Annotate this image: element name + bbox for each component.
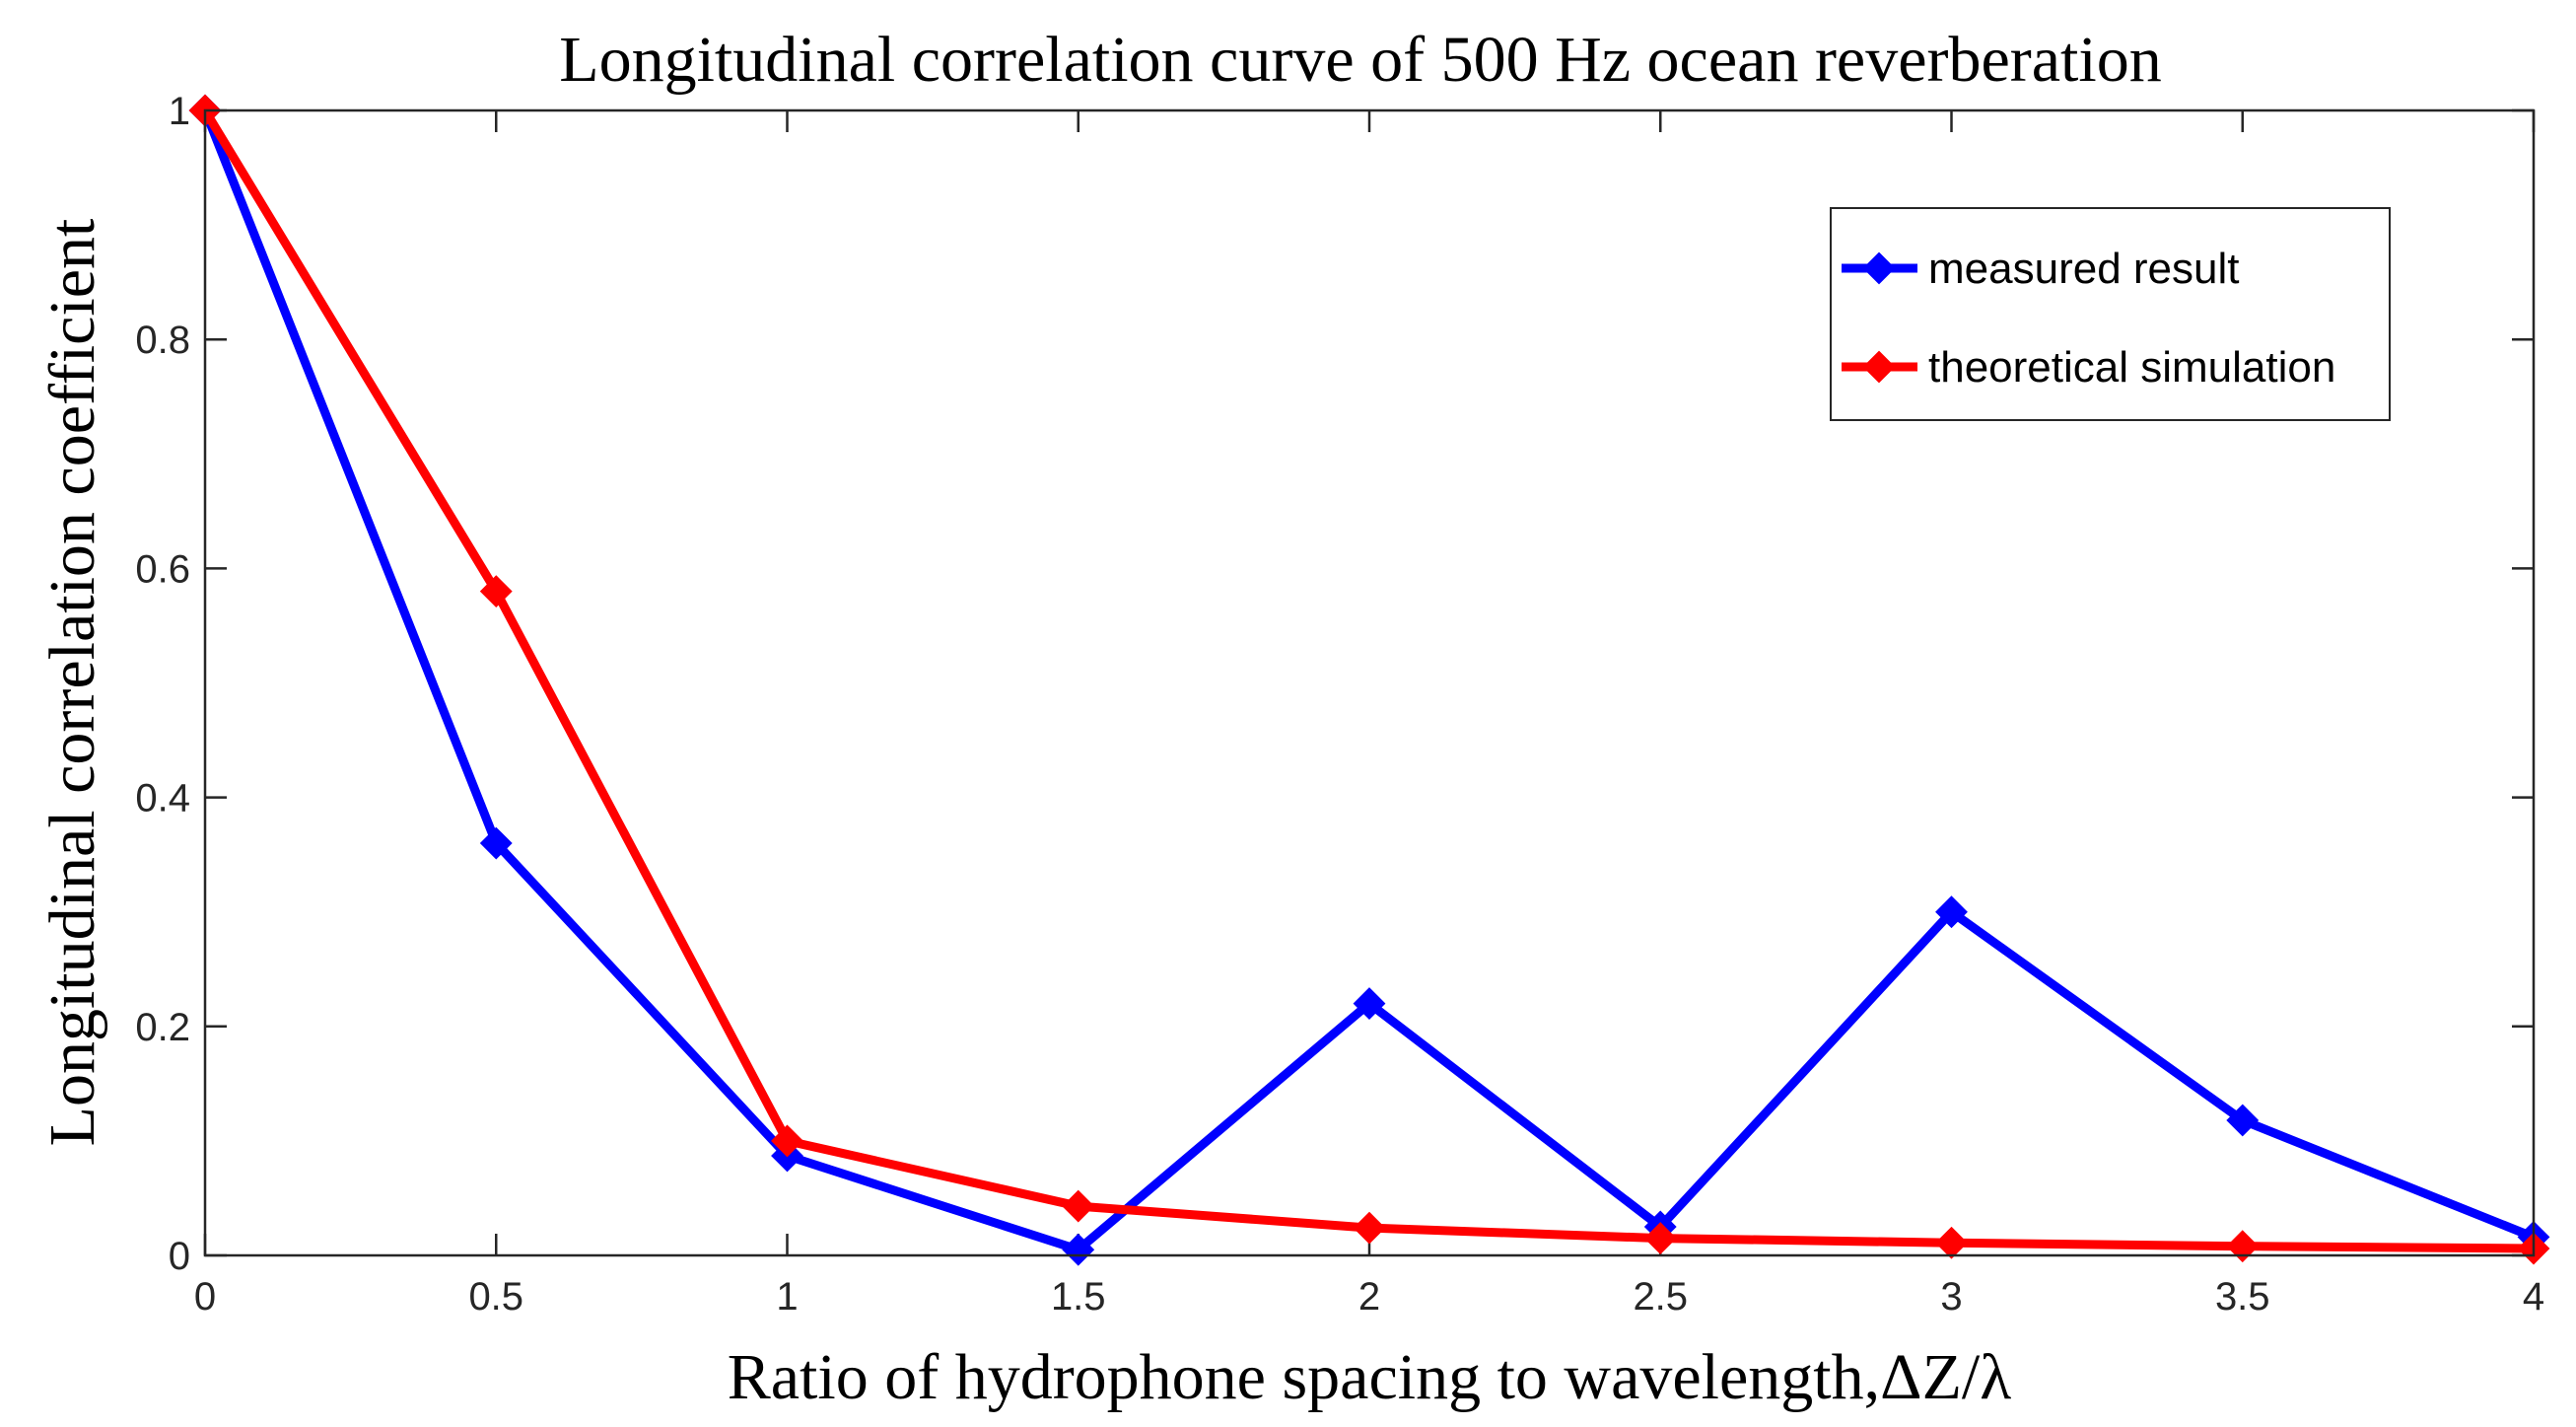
data-point-measured-result [1353, 987, 1386, 1020]
data-point-measured-result [479, 826, 513, 860]
legend: measured result theoretical simulation [1830, 207, 2391, 421]
x-tick-label: 3 [1940, 1275, 1962, 1319]
legend-marker-theoretical-simulation [1862, 350, 1896, 384]
x-tick-label: 0.5 [468, 1275, 523, 1319]
x-tick-label: 1.5 [1051, 1275, 1106, 1319]
x-axis-label: Ratio of hydrophone spacing to wavelengt… [728, 1341, 2012, 1413]
x-tick-label: 2.5 [1633, 1275, 1688, 1319]
data-point-theoretical-simulation [1643, 1222, 1677, 1254]
data-point-measured-result [1062, 1233, 1095, 1266]
y-tick-label: 0.2 [135, 1006, 190, 1049]
legend-label-theoretical-simulation: theoretical simulation [1928, 343, 2335, 392]
y-axis-label: Longitudinal correlation coefficient [36, 219, 108, 1147]
y-tick-label: 0.4 [135, 777, 190, 821]
x-tick-label: 2 [1358, 1275, 1380, 1319]
x-axis-ticks: 0 0.5 1 1.5 2 2.5 3 3.5 4 [194, 110, 2544, 1319]
data-point-theoretical-simulation [771, 1124, 803, 1158]
data-point-theoretical-simulation [1353, 1211, 1386, 1245]
data-point-theoretical-simulation [479, 575, 513, 608]
data-point-theoretical-simulation [2226, 1230, 2260, 1263]
legend-entries: measured result theoretical simulation [1842, 245, 2335, 392]
y-tick-label: 0.6 [135, 547, 190, 591]
y-tick-label: 0 [169, 1235, 190, 1278]
data-point-theoretical-simulation [1935, 1226, 1968, 1259]
legend-marker-measured-result [1862, 251, 1896, 285]
legend-label-measured-result: measured result [1928, 245, 2239, 293]
data-point-measured-result [2226, 1104, 2260, 1137]
y-tick-label: 1 [169, 90, 190, 133]
x-tick-label: 3.5 [2215, 1275, 2270, 1319]
plot-area-frame [203, 108, 2536, 1257]
y-axis-ticks: 0 0.2 0.4 0.6 0.8 1 [135, 90, 2534, 1278]
data-point-theoretical-simulation [1062, 1189, 1095, 1223]
x-tick-label: 1 [776, 1275, 798, 1319]
x-tick-label: 0 [194, 1275, 216, 1319]
y-tick-label: 0.8 [135, 319, 190, 362]
chart-title: Longitudinal correlation curve of 500 Hz… [559, 24, 2161, 96]
data-point-measured-result [1935, 895, 1968, 929]
legend-box [1830, 207, 2391, 421]
x-tick-label: 4 [2523, 1275, 2544, 1319]
